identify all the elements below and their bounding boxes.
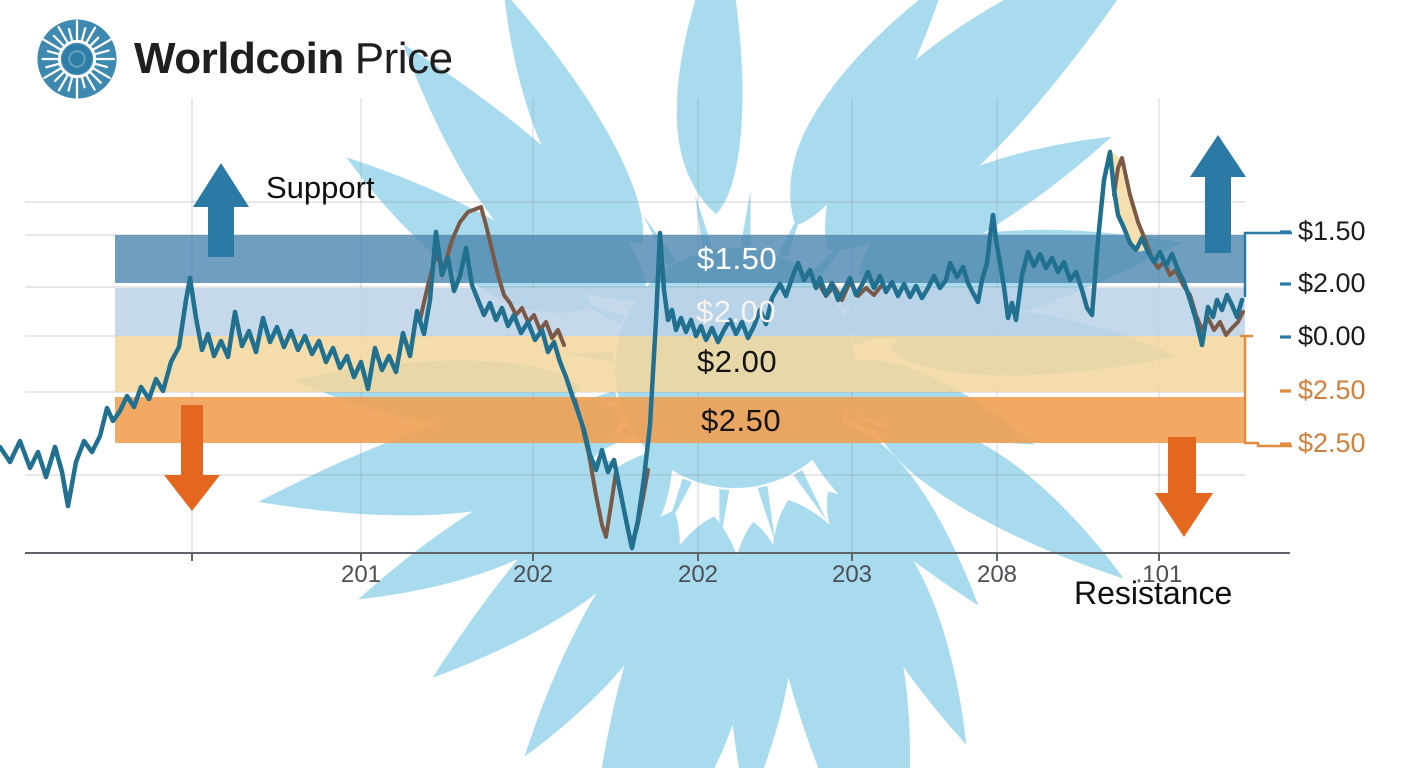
title-worldcoin: Worldcoin <box>134 34 344 83</box>
logo-ray <box>52 34 66 48</box>
y-axis-label: $2.50 <box>1298 428 1366 458</box>
logo-ray <box>80 75 86 89</box>
watermark-spike <box>823 444 870 485</box>
header: Worldcoin Price <box>34 16 453 102</box>
x-axis-label: 202 <box>512 561 554 588</box>
logo-ray <box>67 75 74 92</box>
logo-ray <box>57 73 70 92</box>
logo-ray <box>93 49 110 56</box>
support-annotation: Support <box>266 170 375 205</box>
x-axis-label: 203 <box>831 561 873 588</box>
watermark-spike <box>757 485 776 542</box>
logo-ray <box>88 36 100 48</box>
axis-leader-lines <box>1240 230 1292 448</box>
x-axis-label: .101 <box>1135 561 1183 588</box>
logo-ray <box>88 70 102 84</box>
y-axis-label: $0.00 <box>1298 321 1366 351</box>
x-axis-label: 201 <box>340 561 382 588</box>
watermark-petal <box>825 0 1168 251</box>
watermark-petal <box>503 0 644 245</box>
watermark-spike <box>665 478 692 532</box>
logo-ray <box>67 27 74 43</box>
watermark-petal <box>790 0 946 226</box>
price-bands <box>115 235 1245 443</box>
shadow-line <box>418 205 566 347</box>
leader-line <box>1243 231 1292 297</box>
logo-ray <box>42 38 63 52</box>
watermark-spike <box>793 469 827 521</box>
price-band <box>115 336 1245 392</box>
logo-ray <box>53 70 66 83</box>
title-price: Price <box>354 34 453 83</box>
watermark-petal <box>727 521 794 768</box>
y-axis-label: $2.00 <box>1298 268 1366 298</box>
price-series <box>0 149 1245 551</box>
x-axis-label: 208 <box>976 561 1018 588</box>
watermark-spike <box>740 190 751 247</box>
worldcoin-logo-icon <box>37 19 117 99</box>
logo-ray <box>84 73 96 91</box>
band-price-label: $2.50 <box>701 403 782 438</box>
leader-line <box>1243 336 1292 448</box>
x-axis-label: 202 <box>677 561 719 588</box>
logo-ray <box>46 50 61 56</box>
price-band <box>115 288 1245 336</box>
logo-ray <box>91 38 112 52</box>
x-axis <box>25 552 1290 561</box>
logo-ray <box>57 25 70 45</box>
price-line <box>0 149 1245 551</box>
resistance-down-arrow-left <box>164 405 220 511</box>
watermark-petal <box>524 510 680 757</box>
price-band <box>115 235 1245 283</box>
logo-rays <box>41 20 116 99</box>
logo-ray <box>84 26 97 45</box>
watermark-petal <box>877 423 1124 579</box>
logo-ray <box>93 62 109 69</box>
band-price-label: $2.00 <box>697 344 778 379</box>
resistance-down-arrow-right <box>1155 437 1213 537</box>
band-price-label: $2.00 <box>696 294 777 329</box>
support-up-arrow-left <box>193 163 249 257</box>
support-up-arrow-right <box>1190 135 1246 253</box>
logo-ray <box>80 27 87 43</box>
watermark-petal <box>358 459 612 600</box>
watermark-petal <box>582 516 752 768</box>
band-price-label: $1.50 <box>697 241 778 276</box>
watermark-spike <box>719 489 730 546</box>
y-axis-label: $2.50 <box>1298 375 1366 405</box>
page-title: Worldcoin Price <box>134 34 453 84</box>
logo-ray <box>45 62 61 69</box>
logo-ray <box>43 66 63 80</box>
watermark-petal <box>826 491 967 745</box>
watermark-petal <box>676 0 743 215</box>
resistance-annotation: Resistance <box>1074 575 1233 611</box>
y-axis-label: $1.50 <box>1298 216 1366 246</box>
price-band <box>115 397 1245 443</box>
logo-ray <box>91 66 111 80</box>
